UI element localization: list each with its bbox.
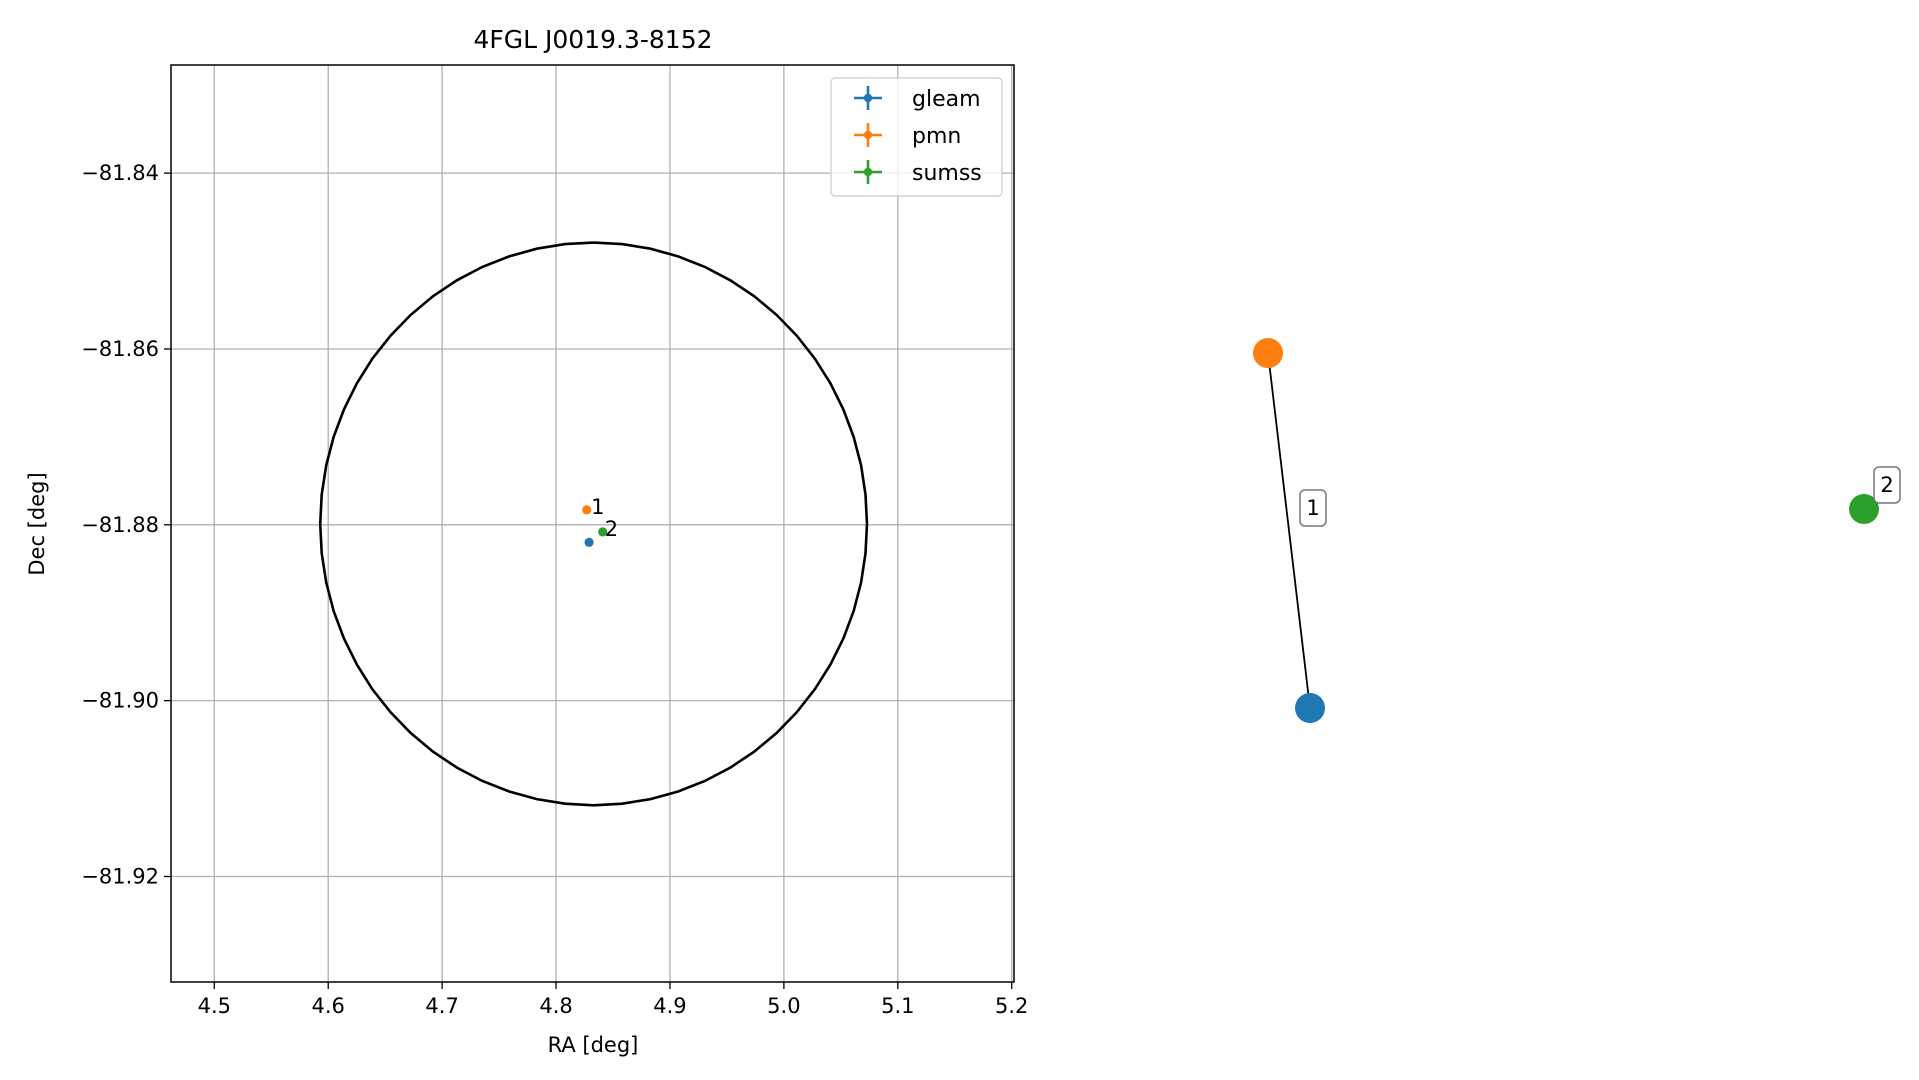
legend-label: sumss bbox=[912, 161, 982, 186]
x-tick-label: 4.6 bbox=[312, 994, 345, 1018]
network-node-gleam bbox=[1295, 693, 1325, 723]
x-tick-label: 5.2 bbox=[995, 994, 1028, 1018]
chart-title: 4FGL J0019.3-8152 bbox=[473, 25, 712, 54]
legend-label: pmn bbox=[912, 124, 961, 149]
plot-frame bbox=[170, 64, 1015, 983]
point-label: 2 bbox=[605, 517, 618, 541]
network-node-pmn bbox=[1253, 338, 1283, 368]
point-gleam bbox=[584, 537, 594, 548]
x-ticks: 4.5 4.6 4.7 4.8 4.9 5.0 5.1 5.2 bbox=[198, 982, 1028, 1018]
legend-item-sumss: sumss bbox=[854, 160, 982, 186]
network-edge-pmn-gleam bbox=[1267, 352, 1311, 709]
y-tick-label: −81.84 bbox=[81, 161, 159, 185]
legend-marker-dot bbox=[863, 130, 873, 140]
points-layer bbox=[582, 505, 608, 548]
point-labels-layer: 12 bbox=[591, 495, 618, 541]
y-axis-label: Dec [deg] bbox=[25, 472, 49, 575]
y-tick-label: −81.86 bbox=[81, 337, 159, 361]
legend-box bbox=[830, 77, 1003, 197]
legend-marker-dot bbox=[863, 93, 873, 103]
edge-label-box: 1 bbox=[1299, 489, 1327, 527]
point-pmn bbox=[582, 505, 592, 515]
y-tick-label: −81.92 bbox=[81, 864, 159, 888]
node-label: 2 bbox=[1880, 473, 1893, 497]
node-label-box: 2 bbox=[1873, 466, 1901, 504]
x-tick-label: 4.7 bbox=[425, 994, 458, 1018]
x-tick-label: 5.0 bbox=[767, 994, 800, 1018]
point-label: 1 bbox=[591, 495, 604, 519]
x-tick-label: 4.9 bbox=[653, 994, 686, 1018]
legend-item-gleam: gleam bbox=[854, 86, 981, 112]
y-ticks: −81.84 −81.86 −81.88 −81.90 −81.92 bbox=[81, 161, 171, 888]
legend-items: gleam pmn sumss bbox=[854, 86, 982, 186]
scatter-panel: 4FGL J0019.3-8152 12 4.5 4.6 4.7 4.8 4.9 5.0 5… bbox=[25, 25, 1028, 1057]
legend-item-pmn: pmn bbox=[854, 123, 961, 149]
legend-label: gleam bbox=[912, 87, 981, 112]
x-tick-label: 4.8 bbox=[539, 994, 572, 1018]
legend: gleam pmn sumss bbox=[830, 77, 1003, 197]
y-tick-label: −81.88 bbox=[81, 513, 159, 537]
x-axis-label: RA [deg] bbox=[548, 1033, 639, 1057]
y-tick-label: −81.90 bbox=[81, 689, 159, 713]
edge-label: 1 bbox=[1306, 496, 1319, 520]
gridlines bbox=[171, 65, 1014, 982]
error-ellipse bbox=[318, 241, 869, 807]
legend-marker-dot bbox=[863, 167, 873, 177]
error-ellipse-layer bbox=[318, 241, 869, 807]
x-tick-label: 5.1 bbox=[881, 994, 914, 1018]
x-tick-label: 4.5 bbox=[198, 994, 231, 1018]
network-panel: 1 2 bbox=[1253, 338, 1901, 723]
network-node-sumss bbox=[1849, 494, 1879, 524]
point-sumss bbox=[598, 527, 608, 537]
